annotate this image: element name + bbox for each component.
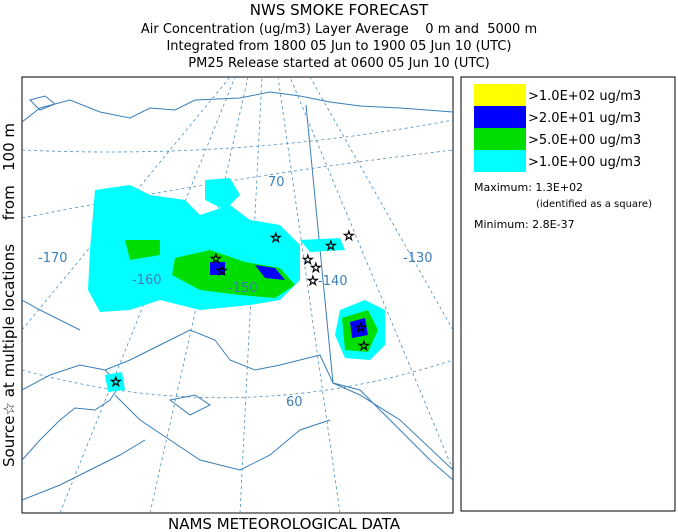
coastline <box>29 95 56 111</box>
map: ☆ ☆☆ ☆☆☆ ☆☆☆ ☆☆ 70 -170 -160 -150 -140 -1… <box>21 76 454 514</box>
footer: NAMS METEOROLOGICAL DATA <box>168 515 401 532</box>
grid-label: -160 <box>132 273 162 288</box>
sources: ☆ ☆☆ ☆☆☆ ☆☆☆ ☆☆ <box>110 229 370 391</box>
graticule <box>22 359 453 399</box>
svg-text:☆: ☆ <box>110 375 122 390</box>
svg-text:☆: ☆ <box>302 253 314 268</box>
legend-label: >1.0E+02 ug/m3 <box>528 89 641 104</box>
coastline <box>22 364 121 461</box>
minimum: Minimum: 2.8E-37 <box>474 218 575 231</box>
coastline <box>22 299 81 331</box>
svg-text:☆: ☆ <box>210 252 222 267</box>
grid-label: -170 <box>38 251 68 266</box>
svg-text:☆: ☆ <box>216 264 228 279</box>
legend-swatch <box>474 150 526 172</box>
smoke-plume <box>125 240 160 260</box>
smoke-plume <box>210 262 225 275</box>
svg-text:☆: ☆ <box>355 321 367 336</box>
legend-label: >1.0E+00 ug/m3 <box>528 155 641 170</box>
graticule <box>22 119 453 153</box>
smoke-plume <box>205 178 240 210</box>
coastline <box>114 394 331 471</box>
subtitle: PM25 Release started at 0600 05 Jun 10 (… <box>188 56 489 71</box>
svg-text:☆: ☆ <box>343 229 355 244</box>
smoke-plume <box>105 372 125 392</box>
side-label: Source☆ at multiple locations from 100 m <box>0 123 18 467</box>
coastline <box>22 439 146 501</box>
graticule <box>277 77 341 513</box>
coastline <box>104 329 453 481</box>
graticule <box>289 77 453 471</box>
svg-text:☆: ☆ <box>325 239 337 254</box>
legend-label: >2.0E+01 ug/m3 <box>528 111 641 126</box>
grid-label: 60 <box>286 395 303 410</box>
grid-label: -130 <box>403 251 433 266</box>
grid-label: -140 <box>318 274 348 289</box>
legend: Maximum: 1.3E+02 (identified as a square… <box>460 76 676 512</box>
smoke-plume <box>300 238 345 252</box>
graticule <box>22 149 453 219</box>
legend-label: >5.0E+00 ug/m3 <box>528 133 641 148</box>
legend-swatch <box>474 84 526 106</box>
smoke-plume <box>172 250 295 298</box>
subtitle: Air Concentration (ug/m3) Layer Average … <box>141 22 537 37</box>
coastline <box>22 91 453 123</box>
graticule <box>309 77 453 331</box>
border <box>305 104 453 471</box>
maximum-note: (identified as a square) <box>536 199 652 210</box>
legend-swatch <box>474 128 526 150</box>
svg-text:☆: ☆ <box>358 339 370 354</box>
svg-text:☆: ☆ <box>310 261 322 276</box>
smoke-plume <box>350 318 368 338</box>
grid-label: 70 <box>268 175 285 190</box>
smoke-plume <box>255 265 285 280</box>
subtitle: Integrated from 1800 05 Jun to 1900 05 J… <box>166 39 511 54</box>
island <box>168 394 211 416</box>
svg-text:☆: ☆ <box>270 231 282 246</box>
maximum: Maximum: 1.3E+02 <box>474 181 583 194</box>
legend-swatch <box>474 106 526 128</box>
title: NWS SMOKE FORECAST <box>250 1 429 19</box>
svg-text:☆: ☆ <box>307 274 319 289</box>
grid-label: -150 <box>228 281 258 296</box>
